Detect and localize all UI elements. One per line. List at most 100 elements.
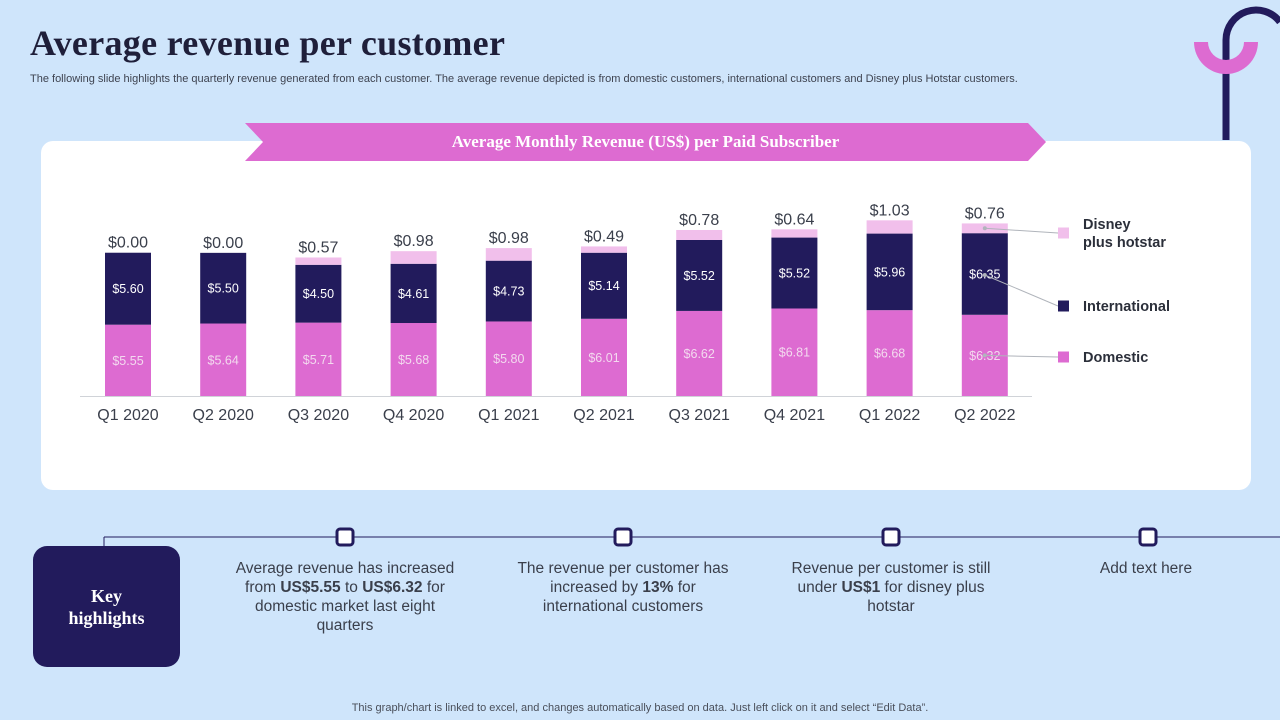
chart-title: Average Monthly Revenue (US$) per Paid S…: [451, 132, 840, 151]
x-tick-label-9: Q1 2022: [859, 407, 920, 424]
footer-note: This graph/chart is linked to excel, and…: [351, 702, 929, 714]
data-label-hotstar-4: $0.98: [394, 233, 434, 250]
highlight-2: The revenue per customer has increased b…: [513, 559, 733, 616]
x-tick-label-3: Q3 2020: [288, 407, 349, 424]
highlight-1-text-1: Average revenue has increased from: [235, 560, 455, 596]
chart-title-banner: Average Monthly Revenue (US$) per Paid S…: [245, 123, 1046, 161]
legend-leader-dot-2: [982, 272, 987, 277]
x-tick-label-1: Q1 2020: [97, 407, 158, 424]
bar-disney-plus-hotstar-3: [295, 257, 342, 265]
data-label-hotstar-3: $0.57: [298, 239, 338, 256]
bar-disney-plus-hotstar-9: [866, 220, 913, 234]
legend-leader-3: [984, 354, 1059, 358]
legend-swatch-3: [1058, 351, 1069, 363]
x-tick-label-7: Q3 2021: [669, 407, 730, 424]
data-label-hotstar-7: $0.78: [679, 212, 719, 229]
bar-international-6: [581, 252, 627, 319]
x-tick-label-2: Q2 2020: [193, 407, 254, 424]
bar-international-7: [676, 240, 723, 311]
key-highlights-line2: highlights: [68, 607, 145, 628]
x-tick-label-6: Q2 2021: [573, 407, 634, 424]
data-label-domestic-4: $5.68: [398, 353, 429, 367]
data-label-hotstar-1: $0.00: [108, 235, 148, 252]
data-label-domestic-8: $6.81: [779, 346, 810, 360]
legend-label-3: Domestic: [1083, 350, 1148, 366]
bar-international-4: [390, 263, 437, 324]
highlight-4-text-1: Add text here: [1099, 560, 1193, 577]
highlight-4: Add text here: [1098, 559, 1194, 578]
bar-domestic-3: [295, 322, 342, 396]
data-label-domestic-2: $5.64: [208, 353, 239, 367]
highlight-1-bold-2: US$6.32: [362, 579, 423, 596]
bar-disney-plus-hotstar-6: [581, 246, 627, 253]
data-label-domestic-7: $6.62: [684, 347, 715, 361]
data-label-hotstar-9: $1.03: [870, 202, 910, 219]
highlight-2-bold-1: 13%: [642, 579, 674, 596]
data-label-international-8: $5.52: [779, 267, 810, 281]
data-label-hotstar-2: $0.00: [203, 235, 243, 252]
data-label-domestic-3: $5.71: [303, 353, 334, 367]
highlight-1-text-3: for domestic market last eight quarters: [254, 579, 445, 634]
legend-leader-1: [984, 227, 1059, 234]
data-label-international-2: $5.50: [208, 282, 239, 296]
bar-disney-plus-hotstar-5: [485, 248, 532, 261]
data-label-domestic-5: $5.80: [493, 352, 524, 366]
bar-domestic-9: [866, 310, 913, 396]
bar-domestic-6: [581, 318, 627, 396]
legend-swatch-2: [1058, 300, 1069, 312]
timeline-marker-3: [881, 527, 901, 547]
bar-international-9: [866, 233, 913, 311]
bar-domestic-5: [485, 321, 532, 396]
bar-domestic-1: [105, 324, 151, 396]
key-highlights-box: Key highlights: [33, 546, 180, 667]
bar-international-5: [485, 260, 532, 322]
data-label-international-7: $5.52: [684, 269, 715, 283]
bar-domestic-2: [200, 323, 247, 396]
bar-international-3: [295, 264, 342, 323]
highlight-1-bold-1: US$5.55: [280, 579, 341, 596]
legend-label-2: International: [1083, 299, 1170, 315]
bar-disney-plus-hotstar-4: [390, 251, 437, 264]
legend-leader-2: [984, 274, 1059, 307]
data-label-international-9: $5.96: [874, 265, 905, 279]
legend-leader-dot-3: [982, 353, 987, 358]
x-tick-label-8: Q4 2021: [764, 407, 825, 424]
data-label-international-4: $4.61: [398, 287, 429, 301]
data-label-international-1: $5.60: [112, 282, 143, 296]
page-subtitle: The following slide highlights the quart…: [30, 73, 1018, 85]
bar-international-8: [771, 237, 818, 309]
x-tick-label-5: Q1 2021: [478, 407, 539, 424]
highlight-3: Revenue per customer is still under US$1…: [781, 559, 1001, 616]
bar-domestic-7: [676, 310, 723, 396]
legend-label-1: Disney: [1083, 217, 1131, 233]
data-label-hotstar-8: $0.64: [774, 211, 814, 228]
key-highlights-line1: Key: [90, 585, 122, 606]
highlight-1: Average revenue has increased from US$5.…: [235, 559, 455, 635]
bar-disney-plus-hotstar-8: [771, 229, 818, 238]
data-label-hotstar-5: $0.98: [489, 230, 529, 247]
data-label-domestic-9: $6.68: [874, 347, 905, 361]
timeline-marker-1: [335, 527, 355, 547]
data-label-international-3: $4.50: [303, 287, 334, 301]
legend-label-1-line2: plus hotstar: [1083, 235, 1166, 251]
decorative-hook-icon: [1194, 6, 1280, 140]
data-label-international-6: $5.14: [588, 279, 619, 293]
x-tick-label-4: Q4 2020: [383, 407, 444, 424]
data-label-domestic-6: $6.01: [588, 351, 619, 365]
bar-international-1: [105, 252, 151, 325]
bar-domestic-4: [390, 323, 437, 396]
highlight-2-text-2: for international customers: [542, 579, 704, 615]
highlight-2-text-1: The revenue per customer has increased b…: [517, 560, 729, 596]
timeline-marker-4: [1138, 527, 1158, 547]
data-label-hotstar-10: $0.76: [965, 205, 1005, 222]
data-label-domestic-1: $5.55: [112, 354, 143, 368]
legend-leader-dot-1: [982, 226, 987, 231]
timeline-marker-2: [613, 527, 633, 547]
page-title: Average revenue per customer: [30, 23, 506, 63]
bar-domestic-8: [771, 308, 818, 396]
highlight-1-text-2: to: [340, 579, 363, 596]
legend-swatch-1: [1058, 227, 1069, 239]
data-label-hotstar-6: $0.49: [584, 228, 624, 245]
bar-international-2: [200, 252, 247, 324]
